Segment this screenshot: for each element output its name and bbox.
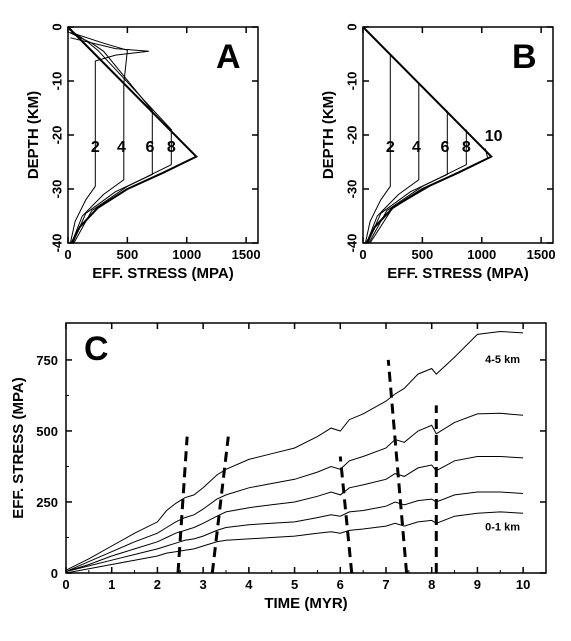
panel-a-curve-label: 8 [167, 139, 176, 156]
panel-b-x-tick-label: 1000 [467, 247, 496, 262]
panel-c-x-tick-label: 8 [428, 577, 435, 592]
panel-b-curve-label: 10 [485, 128, 503, 145]
panel-c-x-tick-label: 0 [62, 577, 69, 592]
panel-a-letter: A [216, 38, 241, 76]
panel-b-curve-label: 6 [440, 139, 449, 156]
panel-c-dashed-line [176, 436, 189, 574]
panel-c-letter: C [84, 330, 109, 368]
panel-c-annotation: 0-1 km [485, 521, 520, 533]
panel-b-curve-label: 8 [462, 139, 471, 156]
panel-b-x-tick-label: 0 [359, 247, 366, 262]
panel-b-y-axis-label: DEPTH (KM) [320, 91, 337, 179]
panel-a-y-tick-label: -10 [49, 72, 64, 91]
panel-c-dashed-line [386, 359, 409, 574]
panel-a-y-tick-label: -40 [49, 234, 64, 253]
panel-c-x-tick-label: 6 [337, 577, 344, 592]
panel-a-series-line [68, 31, 153, 244]
panel-b-x-axis-label: EFF. STRESS (MPA) [387, 265, 528, 282]
panel-c-dashed-line [338, 456, 354, 574]
panel-c-frame [65, 322, 547, 574]
panel-c-x-axis-label: TIME (MYR) [264, 595, 347, 612]
panel-c-y-tick-label: 750 [36, 353, 58, 368]
panel-b-letter: B [512, 38, 537, 76]
panel-c-dashed-line [210, 436, 230, 574]
panel-c-x-tick-label: 2 [154, 577, 161, 592]
panel-b-x-tick-label: 500 [412, 247, 434, 262]
panel-c-y-tick-label: 500 [36, 424, 58, 439]
panel-c-series-line [65, 511, 524, 574]
panel-c-x-tick-label: 3 [200, 577, 207, 592]
panel-a-x-tick-label: 500 [117, 247, 139, 262]
panel-a-x-tick-label: 1500 [232, 247, 261, 262]
panel-b-series-line [367, 110, 448, 244]
panel-b-curve-label: 4 [412, 139, 421, 156]
panel-a-y-tick-label: 0 [49, 23, 64, 30]
panel-a-series-line [68, 29, 172, 244]
panel-c-series-line [65, 456, 524, 573]
panel-c-series-line [65, 412, 524, 573]
panel-b-y-tick-label: -30 [344, 180, 359, 199]
panel-a-curve-label: 2 [91, 139, 100, 156]
panel-c-series-line [65, 491, 524, 573]
panel-b-x-tick-label: 1500 [527, 247, 556, 262]
panel-b-series-line [366, 83, 420, 244]
panel-a-y-axis-label: DEPTH (KM) [25, 91, 42, 179]
panel-b-y-tick-label: -10 [344, 72, 359, 91]
panel-c-x-tick-label: 5 [291, 577, 298, 592]
panel-c-annotation: 4-5 km [485, 354, 520, 366]
panel-c-y-axis-label: EFF. STRESS (MPA) [10, 377, 27, 518]
panel-c-x-tick-label: 10 [516, 577, 530, 592]
panel-b-y-tick-label: -40 [344, 234, 359, 253]
panel-b-y-tick-label: 0 [344, 23, 359, 30]
panel-b-series-line [369, 148, 489, 244]
panel-a-curve-label: 6 [145, 139, 154, 156]
panel-a-x-tick-label: 1000 [172, 247, 201, 262]
panel-c-x-tick-label: 7 [382, 577, 389, 592]
panel-a-series-line [70, 31, 128, 244]
panel-c-series-line [65, 330, 524, 571]
panel-a-y-tick-label: -20 [49, 126, 64, 145]
panel-b-series-line [368, 129, 467, 244]
panel-c-y-tick-label: 250 [36, 495, 58, 510]
panel-a-y-tick-label: -30 [49, 180, 64, 199]
panel-a-x-tick-label: 0 [64, 247, 71, 262]
panel-c-x-tick-label: 9 [474, 577, 481, 592]
panel-c-x-tick-label: 4 [245, 577, 253, 592]
panel-a-x-axis-label: EFF. STRESS (MPA) [92, 265, 233, 282]
panel-c-y-tick-label: 0 [51, 566, 58, 581]
panel-b-curve-label: 2 [386, 139, 395, 156]
panel-a-curve-label: 4 [117, 139, 126, 156]
panel-b-series-line [362, 26, 391, 244]
panel-c-x-tick-label: 1 [108, 577, 115, 592]
panel-b-y-tick-label: -20 [344, 126, 359, 145]
